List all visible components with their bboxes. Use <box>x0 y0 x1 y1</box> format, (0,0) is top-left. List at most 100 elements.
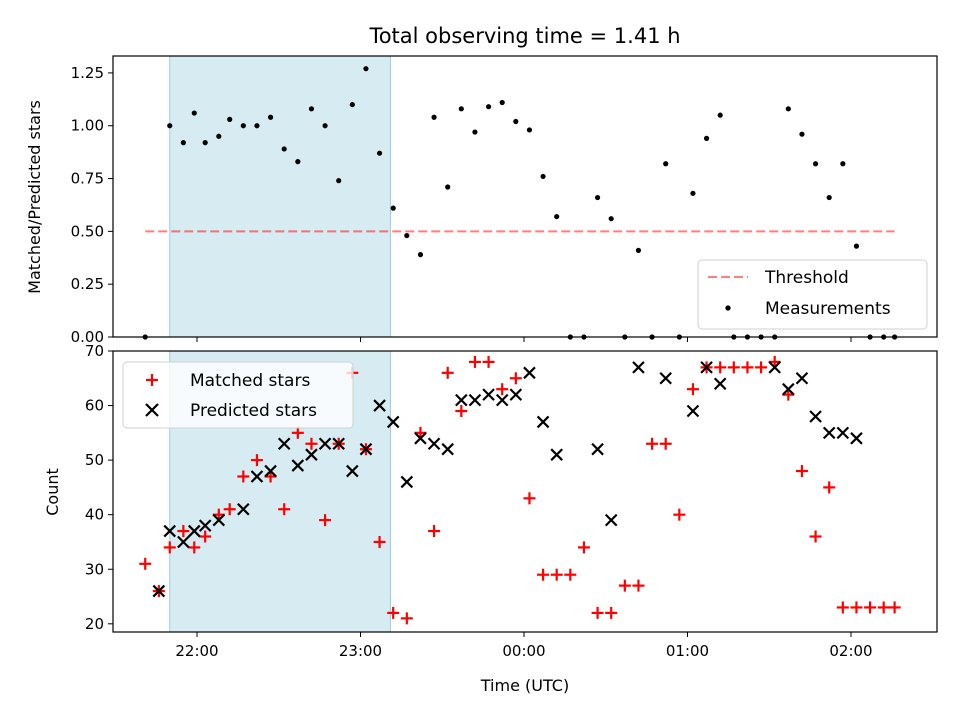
measurement-point <box>180 140 186 146</box>
predicted-star-point <box>686 404 700 418</box>
predicted-star-point <box>414 432 427 445</box>
matched-star-point <box>250 454 263 467</box>
predicted-star-point <box>427 437 441 451</box>
bottom-x-tick-label: 01:00 <box>666 642 709 660</box>
measurement-point <box>349 101 355 108</box>
matched-star-point <box>223 503 236 516</box>
predicted-star-point <box>455 393 468 407</box>
top-y-axis: 0.00 0.25 0.50 0.75 1.00 1.25 <box>71 64 113 346</box>
measurements-legend-swatch <box>725 305 731 311</box>
matched-star-point <box>509 372 522 385</box>
predicted-star-point <box>386 415 400 429</box>
predicted-star-point <box>809 410 822 423</box>
predicted-star-point <box>187 524 201 538</box>
matched-star-point <box>373 535 386 548</box>
predicted-star-point <box>468 393 482 407</box>
bottom-x-tick-label: 00:00 <box>502 642 545 660</box>
predicted-star-point <box>523 366 536 380</box>
predicted-star-point <box>509 388 523 401</box>
measurement-point <box>417 252 424 258</box>
predicted-star-point <box>536 415 550 429</box>
predicted-star-point <box>482 388 495 401</box>
measurement-point <box>281 146 287 152</box>
predicted-star-point <box>212 513 226 527</box>
measurement-point <box>554 213 560 220</box>
top-y-tick-label: 0.00 <box>71 328 104 346</box>
measurement-point <box>336 178 342 184</box>
measurement-point <box>785 106 791 112</box>
predicted-star-point <box>346 464 359 478</box>
predicted-star-point <box>550 448 563 461</box>
matched-star-point <box>468 355 481 368</box>
bottom-legend: Matched stars Predicted stars <box>122 361 354 429</box>
measurement-point <box>485 104 492 110</box>
matched-star-point <box>577 541 590 554</box>
matched-star-point <box>727 361 740 374</box>
top-x-ticks <box>196 337 852 342</box>
predicted-star-point <box>782 382 795 396</box>
matched-star-point <box>188 541 201 554</box>
bottom-y-tick-label: 40 <box>85 506 104 524</box>
matched-star-point <box>850 601 863 614</box>
predicted-star-point <box>822 426 836 440</box>
matched-star-point <box>632 579 645 592</box>
predicted-legend-swatch <box>145 403 159 417</box>
measurement-point <box>840 161 846 167</box>
predicted-star-points <box>152 361 863 598</box>
bottom-legend-box <box>122 361 354 429</box>
measurement-point <box>404 232 410 239</box>
measurement-point <box>853 243 860 249</box>
top-observing-span <box>169 55 391 338</box>
matched-star-point <box>591 606 604 619</box>
predicted-star-point <box>495 393 509 407</box>
measurement-point <box>295 159 301 165</box>
bottom-x-tick-label: 23:00 <box>339 642 382 660</box>
measurement-point <box>799 131 805 137</box>
matched-star-point <box>646 437 659 450</box>
predicted-star-point <box>152 584 166 598</box>
matched-star-point <box>877 601 890 614</box>
matched-star-point <box>177 525 190 538</box>
matched-star-point <box>455 405 468 418</box>
measurement-point <box>363 66 369 72</box>
matched-star-point <box>836 601 849 614</box>
measurement-point <box>703 135 710 141</box>
top-y-tick-label: 1.25 <box>71 64 104 82</box>
matched-star-point <box>291 426 304 439</box>
measurement-point <box>608 216 614 222</box>
top-legend: Threshold Measurements <box>697 259 928 330</box>
matched-star-point <box>139 557 152 570</box>
predicted-star-point <box>836 426 850 440</box>
matched-star-point <box>496 383 509 396</box>
measurement-point <box>227 116 233 122</box>
matched-star-point <box>605 606 618 619</box>
measurement-point <box>826 194 832 201</box>
predicted-star-point <box>632 361 645 374</box>
measurement-point <box>240 123 246 129</box>
measurement-point <box>472 129 478 135</box>
matched-star-point <box>387 606 400 619</box>
measurement-point <box>216 133 222 139</box>
predicted-star-point <box>277 437 291 451</box>
matched-star-point <box>686 383 699 396</box>
top-y-tick-label: 0.50 <box>71 222 104 240</box>
chart-title: Total observing time = 1.41 h <box>368 24 680 48</box>
measurement-point <box>540 173 546 180</box>
bottom-x-tick-label: 22:00 <box>175 642 218 660</box>
threshold-legend-label: Threshold <box>764 268 849 288</box>
predicted-star-point <box>163 524 177 538</box>
bottom-x-tick-label: 02:00 <box>829 642 872 660</box>
measurement-point <box>308 106 315 112</box>
top-y-tick-label: 1.00 <box>71 117 104 135</box>
bottom-y-tick-label: 70 <box>85 342 104 360</box>
measurement-point <box>812 161 819 167</box>
measurement-point <box>267 114 274 120</box>
matched-star-point <box>823 481 836 494</box>
predicted-star-point <box>359 442 373 456</box>
matched-star-point <box>441 366 454 379</box>
top-y-axis-label: Matched/Predicted stars <box>25 100 44 294</box>
matched-star-point <box>564 568 577 581</box>
count-panel: 20 30 40 50 60 70 22:00 23:00 00:00 01:00 02:00 C… <box>43 342 938 695</box>
predicted-star-point <box>250 470 264 483</box>
